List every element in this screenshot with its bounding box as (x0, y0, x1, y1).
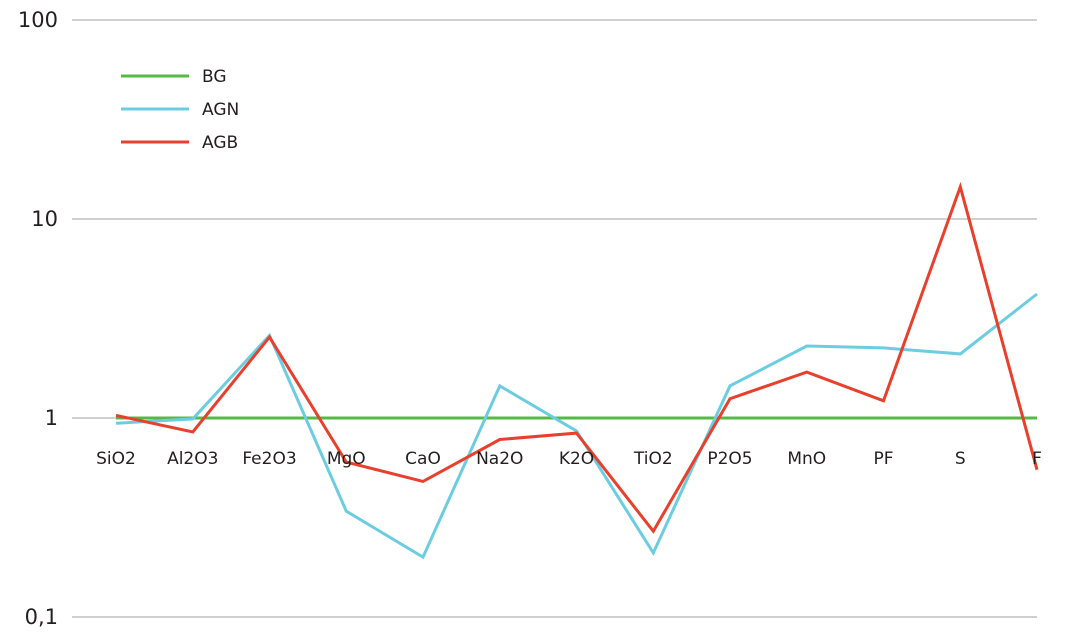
x-tick-label: SiO2 (96, 449, 136, 469)
x-tick-label: MgO (327, 449, 366, 469)
y-tick-label: 100 (18, 8, 58, 32)
y-tick-label: 10 (31, 207, 58, 231)
series-line-agb (115, 181, 1039, 534)
y-axis-ticks: 0,1 1 10 100 (18, 8, 58, 629)
x-tick-label: MnO (787, 449, 826, 469)
legend-label-bg: BG (202, 67, 227, 87)
x-axis-ticks: SiO2 Al2O3 Fe2O3 MgO CaO Na2O K2O TiO2 P2O5 MnO PF… (96, 449, 1042, 469)
legend-label-agb: AGB (202, 133, 238, 153)
y-tick-label: 0,1 (25, 605, 58, 629)
x-tick-label: P2O5 (707, 449, 752, 469)
x-tick-label: F (1032, 449, 1042, 469)
legend-label-agn: AGN (202, 100, 239, 120)
series-line-agn (115, 292, 1038, 560)
series-lines (115, 181, 1039, 560)
y-tick-label: 1 (45, 406, 58, 430)
x-tick-label: S (955, 449, 966, 469)
x-tick-label: Na2O (476, 449, 523, 469)
x-tick-label: K2O (559, 449, 594, 469)
x-tick-label: Fe2O3 (242, 449, 296, 469)
x-tick-label: PF (873, 449, 893, 469)
x-tick-label: Al2O3 (167, 449, 218, 469)
x-tick-label: CaO (405, 449, 441, 469)
x-tick-label: TiO2 (633, 449, 673, 469)
legend: BG AGN AGB (121, 67, 239, 153)
